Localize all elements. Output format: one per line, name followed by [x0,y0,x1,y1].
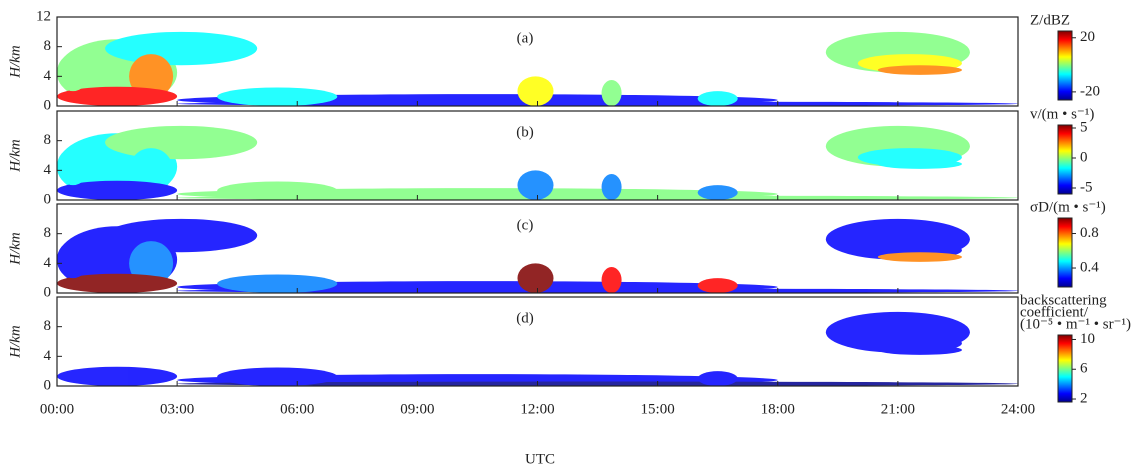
colorbar-tick-label: 20 [1080,29,1095,45]
field-patch [601,267,622,293]
x-tick-label: 21:00 [881,401,915,417]
field-patch [517,170,554,200]
field-patch [217,87,338,106]
x-tick-label: 00:00 [40,401,74,417]
colorbar-label: backscattering [1020,292,1107,308]
field-patch [177,288,1018,293]
field-patch [57,54,90,92]
x-tick-label: 03:00 [160,401,194,417]
field-patch [177,381,1018,386]
field-patch [697,185,738,200]
panel-annotation: (c) [517,217,534,233]
colorbar-label: σD/(m • s⁻¹) [1030,199,1106,215]
colorbar [1057,217,1073,288]
x-tick-label: 24:00 [1001,401,1035,417]
y-tick-label: 0 [44,284,52,300]
colorbar-label: coefficient/ [1020,304,1089,320]
y-tick-label: 4 [44,348,52,364]
colorbar [1057,30,1073,101]
field-patch [217,181,338,200]
y-axis-label: H/km [7,45,23,79]
field-patch [57,148,90,186]
x-tick-label: 15:00 [641,401,675,417]
field [57,311,1018,386]
colorbar-label: (10⁻⁵ • m⁻¹ • sr⁻¹) [1020,316,1131,332]
field-patch [697,371,738,386]
colorbar [1057,334,1073,403]
y-tick-label: 8 [44,318,52,334]
field-patch [877,252,962,262]
y-tick-label: 8 [44,132,52,148]
field-patch [217,367,338,386]
field-patch [105,218,258,253]
panel-annotation: (b) [516,124,534,140]
y-tick-label: 12 [36,8,51,24]
field-patch [177,195,1018,200]
panel: 0 4 8 (b) H/km v/(m • s⁻¹)5 0 -5 [7,106,1094,207]
field-patch [517,263,554,293]
field-patch [177,101,1018,106]
colorbar-tick-label: 0.4 [1080,259,1099,275]
field-patch [601,80,622,106]
colorbar-label: v/(m • s⁻¹) [1030,106,1094,122]
y-axis-label: H/km [7,232,23,266]
field-patch [105,31,258,66]
field-patch [697,91,738,106]
panel-annotation: (d) [516,310,534,326]
y-axis-label: H/km [7,139,23,173]
panel: 0 4 8 (c) H/km σD/(m • s⁻¹) 0.8 0.4 [7,199,1105,300]
field [57,218,1018,293]
panel-annotation: (a) [517,30,534,46]
y-tick-label: 0 [44,97,52,113]
field-patch [877,65,962,75]
field [57,125,1018,200]
field-patch [517,76,554,106]
field-patch [57,86,178,106]
field-patch [217,274,338,293]
y-tick-label: 8 [44,38,52,54]
field-patch [697,278,738,293]
y-tick-label: 0 [44,377,52,393]
field-patch [877,345,962,355]
colorbar-tick-label: -20 [1080,83,1100,99]
field-patch [57,273,178,293]
colorbar-tick-label: 0 [1080,149,1088,165]
x-tick-label: 09:00 [400,401,434,417]
colorbar-tick-label: 2 [1080,390,1088,406]
field-patch [877,159,962,169]
y-tick-label: 4 [44,68,52,84]
y-axis-label: H/km [7,325,23,359]
y-tick-label: 4 [44,255,52,271]
colorbar-tick-label: -5 [1080,179,1093,195]
field-patch [57,241,90,279]
field-patch [57,180,178,200]
panel: 0 4 8 12 (a) H/km Z/dBZ 20 -20 [7,8,1100,113]
colorbar-label: Z/dBZ [1030,12,1070,28]
x-tick-label: 06:00 [280,401,314,417]
field-patch [601,174,622,200]
field-patch [105,125,258,160]
colorbar-tick-label: 6 [1080,361,1088,377]
field [57,31,1018,106]
colorbar-tick-label: 0.8 [1080,225,1099,241]
y-tick-label: 4 [44,162,52,178]
x-tick-label: 18:00 [761,401,795,417]
x-axis-label: UTC [525,451,555,467]
y-tick-label: 8 [44,225,52,241]
y-tick-label: 0 [44,191,52,207]
field-patch [57,366,178,386]
colorbar [1057,124,1073,195]
colorbar-tick-label: 10 [1080,331,1095,347]
colorbar-tick-label: 5 [1080,119,1088,135]
x-tick-label: 12:00 [520,401,554,417]
